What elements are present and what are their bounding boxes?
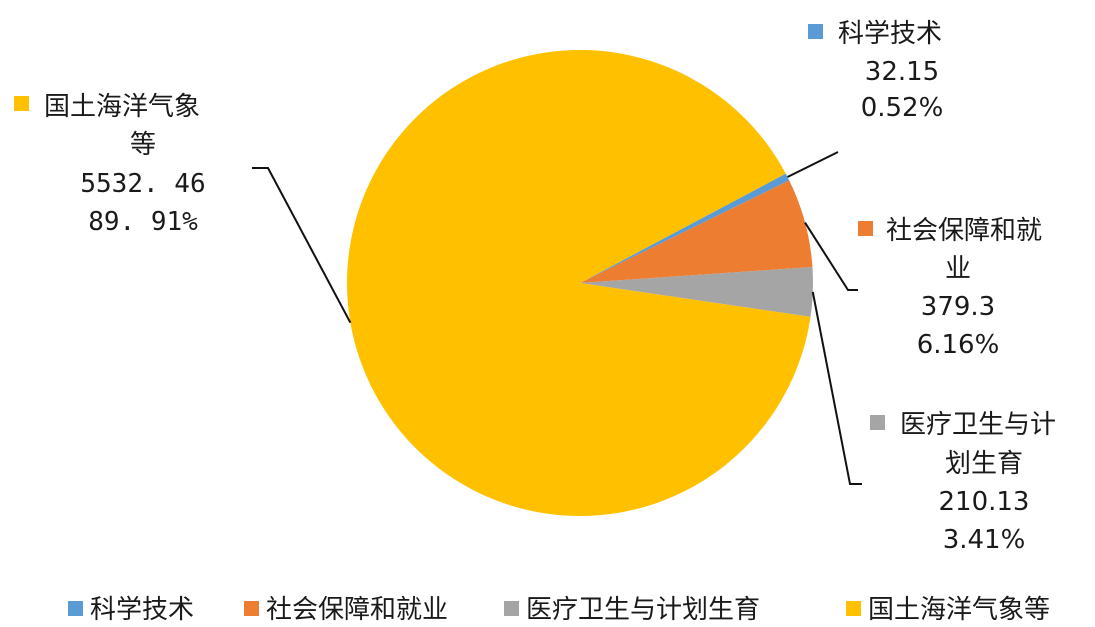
pie-slice-shebao [580, 180, 813, 283]
data-label-keji-value: 32.15 [865, 57, 939, 87]
data-label-yiliao-line1: 医疗卫生与计 [900, 410, 1056, 440]
legend-label-shebao: 社会保障和就业 [266, 595, 448, 625]
data-label-shebao-line1: 社会保障和就 [886, 216, 1042, 246]
pie-slices [346, 49, 813, 516]
leader-line-keji [787, 151, 839, 178]
data-label-keji-swatch [808, 24, 823, 39]
data-label-guotu-percent: 89. 91% [88, 207, 198, 237]
data-label-yiliao-value: 210.13 [939, 487, 1030, 517]
pie-slice-keji [580, 173, 790, 283]
data-label-shebao-swatch [858, 221, 873, 236]
data-label-guotu-line1: 国土海洋气象 [44, 92, 200, 122]
data-label-guotu-value: 5532. 46 [80, 169, 205, 199]
legend-label-guotu: 国土海洋气象等 [868, 595, 1050, 625]
data-label-yiliao: 医疗卫生与计 划生育 210.13 3.41% [870, 410, 1056, 555]
pie-slice-guotu [346, 49, 811, 516]
legend-label-keji: 科学技术 [90, 595, 194, 625]
legend-swatch-yiliao [504, 601, 519, 616]
data-label-guotu: 国土海洋气象 等 5532. 46 89. 91% [14, 92, 206, 237]
leader-line-yiliao [811, 291, 862, 485]
data-label-shebao-value: 379.3 [921, 292, 995, 322]
pie-slice-yiliao [580, 267, 813, 317]
legend-swatch-keji [68, 601, 83, 616]
leader-line-shebao [804, 222, 858, 291]
data-label-shebao-percent: 6.16% [917, 330, 1000, 360]
data-label-keji-percent: 0.52% [861, 93, 944, 123]
data-label-yiliao-line2: 划生育 [945, 449, 1023, 479]
leader-line-guotu [252, 167, 352, 324]
legend-swatch-shebao [244, 601, 259, 616]
data-label-guotu-line2: 等 [130, 130, 156, 160]
data-label-keji: 科学技术 32.15 0.52% [808, 19, 943, 123]
data-label-shebao-line2: 业 [945, 254, 971, 284]
data-label-keji-name: 科学技术 [838, 19, 942, 49]
data-label-guotu-swatch [14, 96, 29, 111]
data-label-yiliao-swatch [870, 415, 885, 430]
legend-label-yiliao: 医疗卫生与计划生育 [526, 595, 760, 625]
legend: 科学技术 社会保障和就业 医疗卫生与计划生育 国土海洋气象等 [68, 595, 1050, 625]
legend-swatch-guotu [846, 601, 861, 616]
leader-lines [252, 151, 862, 485]
data-label-yiliao-percent: 3.41% [943, 525, 1026, 555]
data-label-shebao: 社会保障和就 业 379.3 6.16% [858, 216, 1042, 360]
